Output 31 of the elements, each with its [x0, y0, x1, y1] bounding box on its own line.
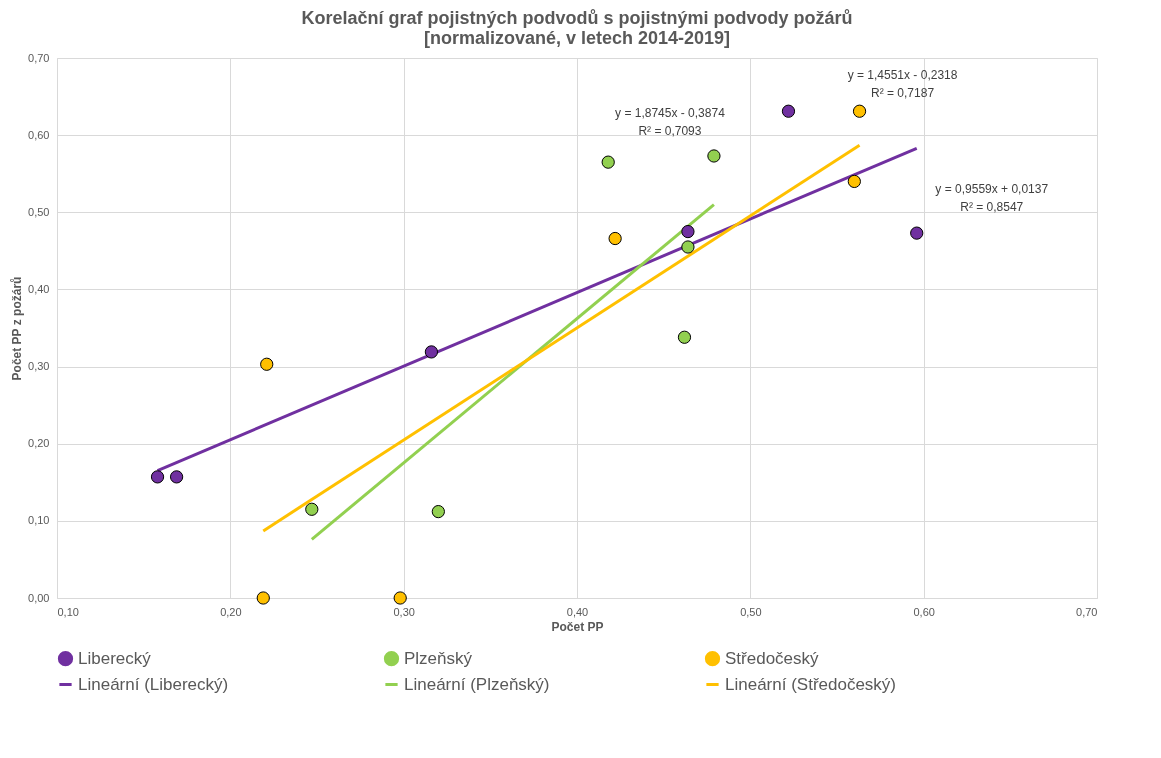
- annotation: R² = 0,7187: [871, 86, 935, 101]
- legend-label: Lineární (Plzeňský): [404, 674, 550, 694]
- annotation: R² = 0,7093: [638, 123, 702, 138]
- text: Korelační graf pojistných podvodů s pojistnými podvody požárů: [301, 8, 853, 28]
- x-tick-label: 0,40: [566, 605, 589, 618]
- x-axis-title: Počet PP: [551, 619, 604, 634]
- y-tick-label: 0,00: [28, 591, 50, 604]
- x-tick-label: 0,60: [913, 605, 935, 618]
- x-tick-label: 0,10: [57, 605, 79, 618]
- y-tick-label: 0,70: [28, 51, 50, 64]
- text: [normalizované, v letech 2014-2019]: [423, 28, 731, 48]
- y-tick-label: 0,30: [28, 360, 50, 373]
- x-tick-label: 0,50: [740, 605, 762, 618]
- y-tick-label: 0,60: [28, 128, 50, 141]
- y-tick-label: 0,50: [28, 205, 50, 218]
- legend-label: Lineární (Liberecký): [78, 674, 229, 694]
- y-tick-label: 0,10: [28, 514, 50, 527]
- legend-label: Plzeňský: [404, 648, 473, 668]
- annotation: y = 1,8745x - 0,3874: [615, 105, 726, 120]
- x-tick-label: 0,30: [393, 605, 415, 618]
- legend-label: Středočeský: [725, 648, 820, 668]
- y-tick-label: 0,20: [28, 437, 50, 450]
- y-axis-title: Počet PP z požárů: [10, 276, 25, 381]
- y-tick-label: 0,40: [28, 282, 50, 295]
- annotation: y = 1,4551x - 0,2318: [847, 68, 958, 83]
- x-tick-label: 0,70: [1076, 605, 1098, 618]
- legend-label: Liberecký: [78, 648, 152, 668]
- annotation: y = 0,9559x + 0,0137: [935, 182, 1049, 197]
- annotation: R² = 0,8547: [960, 200, 1024, 215]
- legend-label: Lineární (Středočeský): [725, 674, 897, 694]
- x-tick-label: 0,20: [220, 605, 242, 618]
